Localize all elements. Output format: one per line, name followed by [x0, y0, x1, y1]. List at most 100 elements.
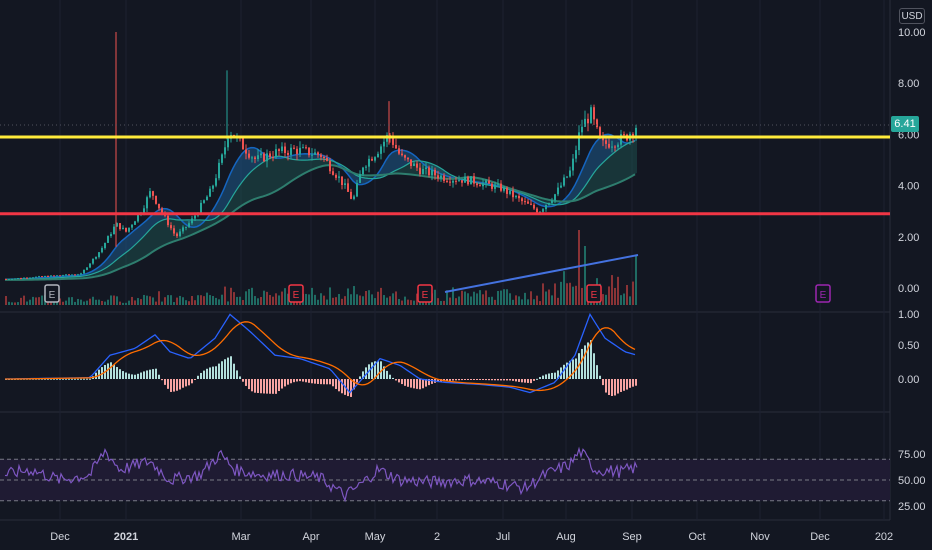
candle-body — [446, 180, 448, 182]
macd-histogram-bar — [83, 378, 85, 380]
macd-histogram-bar — [533, 379, 535, 381]
macd-histogram-bar — [371, 362, 373, 379]
macd-histogram-bar — [293, 379, 295, 383]
macd-histogram-bar — [263, 379, 265, 394]
candle-body — [110, 234, 112, 237]
candle-body — [74, 274, 76, 276]
macd-histogram-bar — [569, 360, 571, 379]
volume-bar — [416, 293, 418, 305]
volume-bar — [569, 282, 571, 305]
candle-body — [533, 204, 535, 209]
candle-body — [302, 147, 304, 149]
candle-body — [281, 146, 283, 152]
macd-histogram-bar — [389, 374, 391, 379]
macd-histogram-bar — [458, 379, 460, 381]
candle-body — [92, 258, 94, 264]
candle-body — [635, 127, 637, 136]
candle-body — [257, 155, 259, 160]
macd-histogram-bar — [338, 379, 340, 392]
macd-histogram-bar — [359, 376, 361, 379]
earnings-marker[interactable]: E — [586, 284, 602, 303]
macd-histogram-bar — [596, 365, 598, 379]
candle-body — [521, 198, 523, 202]
macd-histogram-bar — [605, 379, 607, 393]
candle-body — [104, 242, 106, 249]
volume-bar — [227, 301, 229, 305]
macd-histogram-bar — [608, 379, 610, 396]
macd-histogram-bar — [554, 372, 556, 379]
earnings-marker[interactable]: E — [288, 284, 304, 303]
volume-bar — [626, 284, 628, 305]
volume-bar — [434, 289, 436, 305]
candle-body — [464, 176, 466, 183]
macd-histogram-bar — [41, 378, 43, 380]
macd-histogram-bar — [65, 378, 67, 380]
macd-histogram-bar — [587, 342, 589, 379]
macd-histogram-bar — [617, 379, 619, 394]
candle-body — [266, 153, 268, 162]
volume-bar — [287, 293, 289, 305]
volume-bar — [566, 283, 568, 305]
currency-button[interactable]: USD — [899, 8, 925, 24]
candle-body — [179, 231, 181, 237]
earnings-marker[interactable]: E — [417, 284, 433, 303]
volume-bar — [521, 299, 523, 305]
volume-bar — [224, 286, 226, 305]
candle-body — [440, 175, 442, 179]
volume-bar — [134, 300, 136, 305]
macd-histogram-bar — [527, 379, 529, 383]
volume-bar — [221, 294, 223, 305]
volume-bar — [173, 302, 175, 305]
macd-histogram-bar — [572, 359, 574, 379]
macd-histogram-bar — [476, 379, 478, 380]
volume-bar — [401, 300, 403, 305]
candle-body — [614, 146, 616, 148]
candle-body — [200, 202, 202, 214]
macd-histogram-bar — [209, 367, 211, 379]
volume-bar — [188, 301, 190, 305]
earnings-marker-label: E — [820, 290, 827, 301]
candle-body — [323, 156, 325, 159]
macd-histogram-bar — [410, 379, 412, 388]
volume-bar — [200, 295, 202, 305]
candle-body — [515, 195, 517, 198]
macd-histogram-bar — [140, 372, 142, 379]
candle-body — [269, 153, 271, 158]
time-axis-label: 2021 — [114, 531, 138, 543]
candle-body — [50, 275, 52, 277]
volume-bar — [602, 294, 604, 305]
macd-histogram-bar — [56, 378, 58, 380]
time-axis-label: Mar — [232, 531, 251, 543]
candle-body — [503, 187, 505, 191]
volume-bar — [341, 298, 343, 305]
candle-body — [290, 147, 292, 155]
volume-bar — [479, 290, 481, 305]
earnings-marker[interactable]: E — [44, 284, 60, 303]
candle-body — [485, 180, 487, 184]
candle-body — [380, 146, 382, 154]
candle-body — [473, 176, 475, 184]
macd-histogram-bar — [167, 379, 169, 389]
macd-histogram-bar — [116, 367, 118, 379]
candle-body — [113, 226, 115, 235]
volume-bar — [11, 302, 13, 305]
earnings-marker[interactable]: E — [815, 284, 831, 303]
volume-bar — [71, 297, 73, 305]
macd-histogram-bar — [317, 379, 319, 384]
macd-histogram-bar — [392, 377, 394, 379]
volume-bar — [74, 301, 76, 305]
macd-histogram-bar — [509, 379, 511, 381]
candle-body — [383, 141, 385, 147]
candle-body — [182, 227, 184, 232]
earnings-marker-label: E — [293, 290, 300, 301]
volume-bar — [230, 287, 232, 305]
candle-body — [80, 273, 82, 275]
volume-bar — [128, 300, 130, 305]
volume-bar — [62, 301, 64, 305]
earnings-marker-box — [288, 284, 304, 303]
volume-bar — [437, 298, 439, 305]
volume-bar — [389, 296, 391, 305]
volume-bar — [632, 281, 634, 305]
